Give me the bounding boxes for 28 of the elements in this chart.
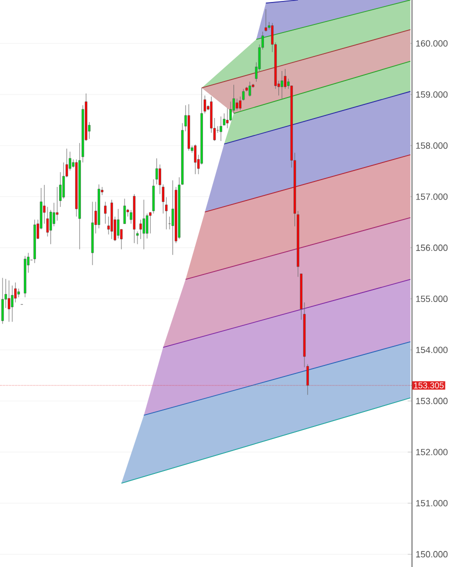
candlestick (248, 81, 252, 97)
y-tick-label: 150.000 (416, 551, 448, 558)
y-tick-label: 153.000 (416, 398, 448, 404)
candlestick (194, 144, 196, 174)
y-tick-label: 154.000 (416, 346, 448, 354)
candlestick (116, 208, 120, 239)
candlestick (139, 219, 142, 240)
y-tick-label: 155.000 (416, 296, 448, 302)
candlestick (156, 158, 158, 185)
candlestick (1, 278, 4, 324)
candlestick (104, 202, 107, 224)
candlestick (236, 98, 238, 111)
candlestick (172, 180, 174, 256)
candlestick (123, 198, 126, 224)
candlestick (220, 116, 222, 142)
candlestick (142, 199, 146, 250)
candlestick (8, 280, 10, 322)
y-tick-label: 160.000 (416, 40, 448, 47)
candlestick (264, 8, 268, 32)
candlestick (280, 70, 284, 99)
y-tick-label: 159.000 (416, 91, 448, 98)
y-tick-label: 157.000 (416, 193, 448, 200)
ref-line-label: 153.305 (414, 382, 444, 388)
candlestick (56, 186, 58, 221)
y-tick-label: 158.000 (416, 142, 448, 149)
y-tick-label: 152.000 (416, 448, 448, 456)
y-tick-label: 156.000 (416, 244, 448, 251)
y-tick-label: 151.000 (416, 500, 448, 506)
